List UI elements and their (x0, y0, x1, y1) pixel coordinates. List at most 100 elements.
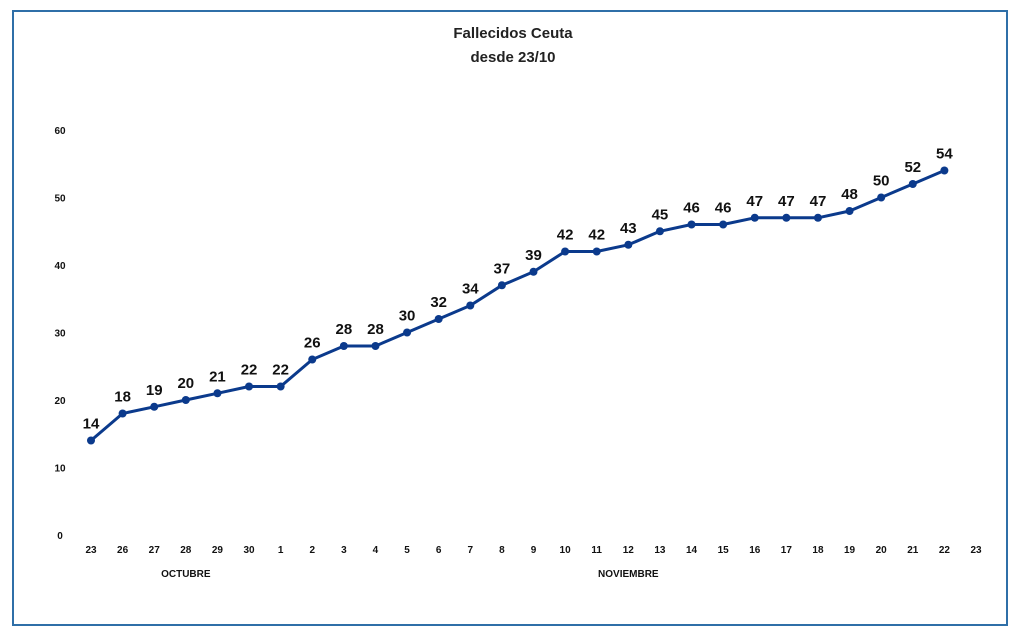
data-point (877, 193, 886, 202)
data-label: 20 (177, 375, 194, 392)
data-label: 45 (652, 206, 669, 223)
data-point (813, 213, 822, 222)
data-label: 18 (114, 389, 131, 406)
data-point (118, 409, 127, 418)
data-point (434, 315, 443, 323)
data-point (497, 281, 506, 290)
data-point (592, 247, 601, 256)
y-tick-label: 10 (54, 464, 66, 475)
x-tick-label: 28 (180, 545, 192, 556)
x-tick-label: 5 (404, 545, 410, 556)
y-axis: 0 10 20 30 40 50 60 (54, 126, 66, 542)
data-point (308, 355, 317, 364)
x-tick-label: 12 (623, 545, 635, 556)
data-label: 52 (904, 159, 921, 176)
x-tick-label: 20 (876, 545, 888, 556)
x-tick-label: 22 (939, 545, 951, 556)
data-point (339, 342, 348, 350)
data-label: 47 (746, 193, 763, 210)
x-tick-label: 23 (970, 545, 982, 556)
x-tick-label: 27 (149, 545, 161, 556)
data-point (782, 213, 791, 222)
data-label: 39 (525, 247, 542, 264)
x-tick-label: 17 (781, 545, 793, 556)
data-point (845, 207, 854, 215)
data-label: 42 (588, 227, 605, 244)
series-group: 14 18 19 20 21 22 22 26 28 28 30 32 34 37 39 42 42 43 45 46… (83, 146, 953, 445)
data-label: 42 (557, 227, 574, 244)
chart-subtitle: desde 23/10 (470, 49, 555, 66)
x-tick-label: 29 (212, 545, 224, 556)
series-line (90, 169, 945, 442)
x-tick-label: 16 (749, 545, 761, 556)
data-label: 47 (810, 193, 827, 210)
data-label: 19 (146, 382, 163, 399)
data-label: 30 (399, 308, 416, 325)
data-label: 46 (715, 200, 732, 217)
x-tick-label: 18 (812, 545, 824, 556)
data-point (245, 382, 254, 391)
data-point (150, 402, 159, 411)
data-label: 43 (620, 220, 637, 237)
month-labels: OCTUBRE NOVIEMBRE (161, 569, 659, 580)
data-point (276, 382, 285, 391)
month-label: OCTUBRE (161, 569, 211, 580)
x-tick-label: 26 (117, 545, 129, 556)
x-tick-label: 2 (309, 545, 315, 556)
data-point (561, 247, 570, 256)
data-point (213, 389, 222, 398)
y-tick-label: 30 (54, 329, 66, 340)
data-label: 50 (873, 173, 890, 190)
chart-frame (12, 10, 1008, 626)
y-tick-label: 40 (54, 261, 66, 272)
x-tick-label: 11 (591, 545, 602, 556)
y-tick-label: 0 (57, 531, 63, 542)
data-point (371, 342, 380, 350)
x-tick-label: 10 (560, 545, 572, 556)
data-label: 47 (778, 193, 795, 210)
x-tick-label: 1 (278, 545, 284, 556)
y-tick-label: 50 (54, 194, 66, 205)
data-label: 48 (841, 186, 858, 203)
data-point (87, 436, 95, 445)
x-tick-label: 6 (436, 545, 442, 556)
data-label: 26 (304, 335, 321, 352)
data-point (719, 220, 728, 229)
x-tick-label: 3 (341, 545, 347, 556)
x-tick-label: 9 (531, 545, 537, 556)
data-label: 21 (209, 368, 226, 385)
data-label: 28 (336, 321, 353, 338)
y-tick-label: 60 (54, 126, 66, 137)
data-point (624, 240, 633, 249)
data-point (750, 213, 759, 222)
x-tick-label: 14 (686, 545, 698, 556)
month-label: NOVIEMBRE (598, 569, 659, 580)
y-tick-label: 20 (54, 396, 66, 407)
x-tick-label: 15 (718, 545, 730, 556)
data-point (655, 227, 664, 236)
data-label: 54 (936, 146, 953, 163)
x-tick-label: 13 (654, 545, 666, 556)
data-point (181, 396, 190, 404)
chart-title: Fallecidos Ceuta (453, 25, 573, 42)
data-label: 32 (430, 294, 447, 311)
x-tick-label: 19 (844, 545, 856, 556)
x-axis: 23 26 27 28 29 30 1 2 3 4 5 6 7 8 9 10 11 12 13 14 15 16 17 18 1… (85, 545, 982, 556)
x-tick-label: 8 (499, 545, 505, 556)
x-tick-label: 7 (468, 545, 474, 556)
data-label: 34 (462, 281, 479, 298)
data-label: 28 (367, 321, 384, 338)
data-label: 37 (494, 260, 511, 277)
data-label: 46 (683, 200, 700, 217)
data-label: 22 (241, 362, 258, 379)
data-point (403, 328, 412, 337)
data-point (466, 301, 475, 310)
data-point (908, 180, 917, 188)
data-point (687, 220, 696, 229)
x-tick-label: 30 (243, 545, 255, 556)
x-tick-label: 4 (373, 545, 379, 556)
data-label: 22 (272, 362, 289, 379)
x-tick-label: 23 (85, 545, 97, 556)
data-label: 14 (83, 416, 100, 433)
